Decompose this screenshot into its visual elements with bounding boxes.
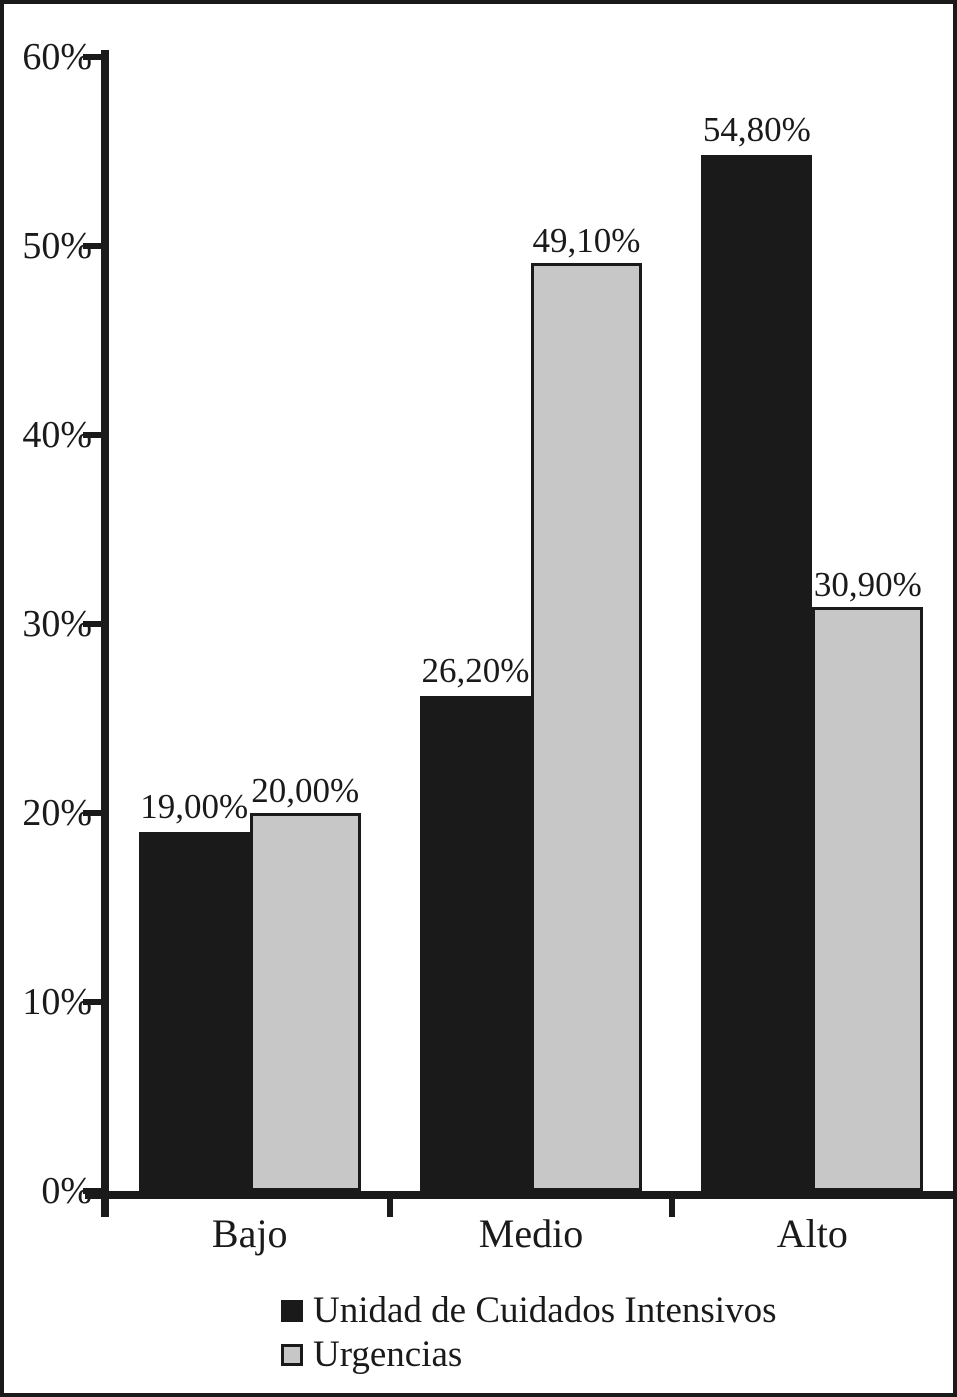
y-axis-tick <box>83 999 103 1005</box>
y-axis-tick <box>83 1188 103 1194</box>
legend-item-unidad: Unidad de Cuidados Intensivos <box>281 1290 776 1332</box>
y-axis-tick-label: 30% <box>22 603 92 645</box>
legend-label: Urgencias <box>313 1334 463 1375</box>
bar-value-label: 30,90% <box>813 565 922 604</box>
y-axis-line <box>101 50 109 1217</box>
y-axis-tick-label: 20% <box>22 792 92 834</box>
y-axis-tick-label: 40% <box>22 414 92 456</box>
bar-value-label: 54,80% <box>702 110 811 149</box>
bar-unidad-alto: 54,80% <box>701 111 813 1191</box>
bar-group-bajo: 19,00% 20,00% <box>109 57 390 1191</box>
bar-value-label: 49,10% <box>532 221 641 260</box>
bar-urgencias-bajo: 20,00% <box>249 772 361 1191</box>
y-axis-tick-label: 60% <box>22 36 92 78</box>
y-axis-tick <box>83 243 103 249</box>
legend-swatch <box>281 1344 303 1366</box>
y-axis-tick-label: 0% <box>41 1170 92 1212</box>
x-axis-line <box>85 1191 953 1199</box>
category-label-medio: Medio <box>478 1211 584 1256</box>
bar-group-medio: 26,20% 49,10% <box>390 57 671 1191</box>
bar-urgencias-medio: 49,10% <box>530 222 642 1191</box>
y-axis-tick <box>83 810 103 816</box>
bar-value-label: 26,20% <box>421 651 530 690</box>
legend: Unidad de Cuidados Intensivos Urgencias <box>281 1290 776 1376</box>
x-axis-tick <box>387 1199 394 1217</box>
legend-item-urgencias: Urgencias <box>281 1334 776 1376</box>
bar-value-label: 20,00% <box>251 771 360 810</box>
bar-group-alto: 54,80% 30,90% <box>672 57 953 1191</box>
plot-area: 19,00% 20,00% 26,20% 49,10% 54,80% 30,90% <box>109 57 953 1191</box>
bar-urgencias-alto: 30,90% <box>812 566 924 1191</box>
y-axis-tick-label: 50% <box>22 225 92 267</box>
bar-unidad-medio: 26,20% <box>419 652 531 1191</box>
y-axis-tick <box>83 621 103 627</box>
y-axis-tick <box>83 54 103 60</box>
bar-unidad-bajo: 19,00% <box>138 788 250 1191</box>
legend-label: Unidad de Cuidados Intensivos <box>313 1290 777 1331</box>
bar-value-label: 19,00% <box>140 787 249 826</box>
x-axis-tick <box>668 1199 675 1217</box>
legend-swatch <box>281 1300 303 1322</box>
y-axis-tick <box>83 432 103 438</box>
category-label-bajo: Bajo <box>211 1211 288 1256</box>
category-label-alto: Alto <box>776 1211 848 1256</box>
category-axis-labels: Bajo Medio Alto <box>109 1210 953 1258</box>
y-axis-tick-label: 10% <box>22 981 92 1023</box>
